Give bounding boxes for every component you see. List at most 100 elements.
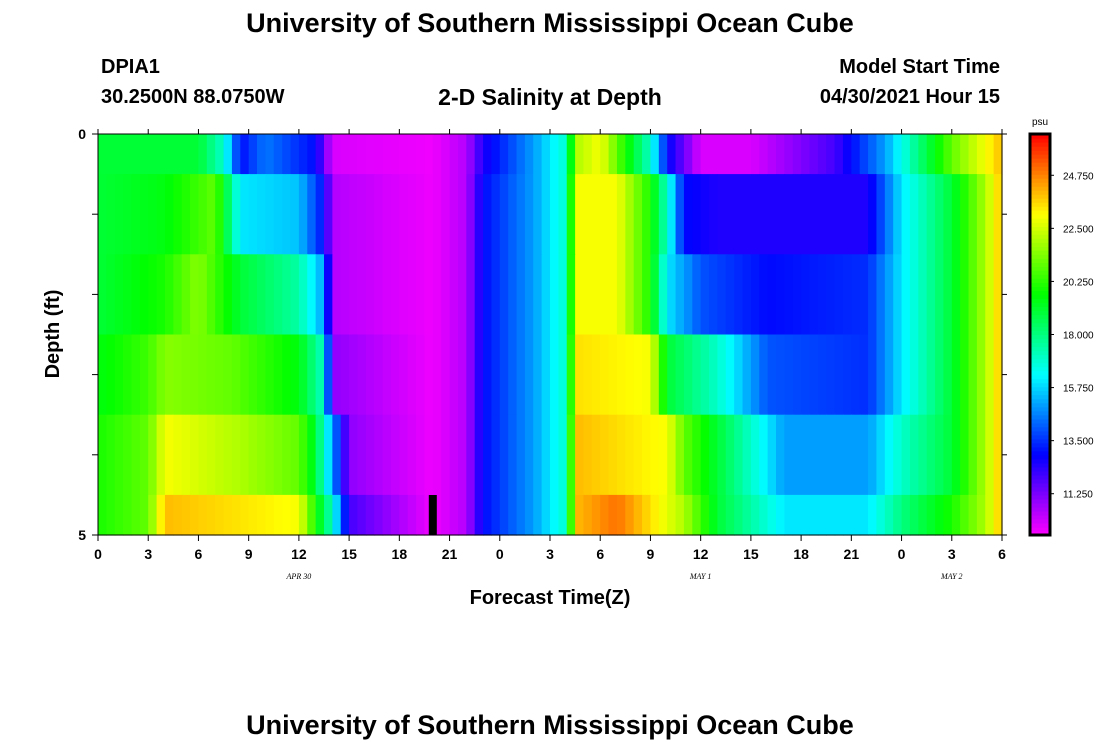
heatmap-cell <box>960 254 970 336</box>
heatmap-cell <box>332 494 342 536</box>
heatmap-cell <box>399 494 409 536</box>
heatmap-cell <box>114 254 124 336</box>
heatmap-cell <box>173 134 183 175</box>
heatmap-cell <box>817 174 827 255</box>
heatmap-cell <box>575 334 585 416</box>
heatmap-cell <box>399 254 409 336</box>
heatmap-cell <box>625 334 635 416</box>
heatmap-cell <box>524 334 534 416</box>
heatmap-cell <box>265 174 275 255</box>
heatmap-cell <box>616 254 626 336</box>
colorbar-cell <box>1030 378 1050 384</box>
colorbar-cell <box>1030 418 1050 424</box>
heatmap-cell <box>215 254 225 336</box>
colorbar-cell <box>1030 154 1050 159</box>
heatmap-cell <box>976 414 986 496</box>
heatmap-cell <box>759 494 769 536</box>
heatmap-cell <box>432 254 442 336</box>
heatmap-cell <box>441 414 451 496</box>
x-tick-label: 0 <box>496 546 504 562</box>
heatmap-cell <box>231 414 241 496</box>
heatmap-cell <box>968 414 978 496</box>
x-axis: 0 3 6 9 12 15 18 21 0 3 6 9 12 15 18 21 0 3 6 APR 30 MAY 1 MA… <box>94 129 1006 581</box>
heatmap-cell <box>926 494 936 536</box>
heatmap-cell <box>550 334 559 416</box>
heatmap-cell <box>206 414 216 496</box>
heatmap-cell <box>993 414 1003 496</box>
colorbar-cell <box>1030 142 1050 147</box>
heatmap-cell <box>993 174 1003 255</box>
heatmap-cell <box>290 414 300 496</box>
x-tick-label: 0 <box>94 546 102 562</box>
heatmap-cell <box>198 334 208 416</box>
colorbar-cell <box>1030 486 1050 492</box>
heatmap-cell <box>265 414 275 496</box>
x-tick-label: 0 <box>898 546 906 562</box>
heatmap-cell <box>491 414 501 496</box>
heatmap-cell <box>483 174 493 255</box>
heatmap-cell <box>474 254 484 336</box>
heatmap-cell <box>164 414 174 496</box>
heatmap-cell <box>834 254 844 336</box>
colorbar-cell <box>1030 406 1050 412</box>
colorbar-cell <box>1030 390 1050 396</box>
heatmap-cell <box>483 254 493 336</box>
heatmap-cell <box>491 174 501 255</box>
heatmap-cell <box>282 254 292 336</box>
heatmap-cell <box>541 334 551 416</box>
heatmap-cell <box>307 414 317 496</box>
colorbar-cell <box>1030 478 1050 484</box>
colorbar-tick-label: 13.500 <box>1063 437 1094 448</box>
heatmap-cell <box>533 134 543 175</box>
heatmap-cell <box>223 174 233 255</box>
heatmap-cell <box>893 414 903 496</box>
heatmap-cell <box>156 494 166 536</box>
heatmap-cell <box>826 254 836 336</box>
heatmap-cell <box>390 414 400 496</box>
heatmap-cell <box>190 174 200 255</box>
heatmap-cell <box>909 134 919 175</box>
heatmap-cell <box>809 254 819 336</box>
heatmap-cell <box>625 134 635 175</box>
colorbar-cell <box>1030 382 1050 388</box>
footer-title: University of Southern Mississippi Ocean… <box>246 710 854 740</box>
heatmap-cell <box>893 254 903 336</box>
heatmap-cell <box>324 254 333 336</box>
heatmap-cell <box>265 334 275 416</box>
heatmap-cell <box>884 134 894 175</box>
heatmap-cell <box>658 174 668 255</box>
heatmap-cell <box>734 134 744 175</box>
heatmap-cell <box>792 254 802 336</box>
colorbar-cell <box>1030 306 1050 312</box>
heatmap-cell <box>298 174 308 255</box>
heatmap-cell <box>750 334 760 416</box>
colorbar-cell <box>1030 134 1050 139</box>
heatmap-cell <box>742 134 752 175</box>
heatmap-cell <box>960 494 970 536</box>
colorbar-cell <box>1030 438 1050 444</box>
heatmap-cell <box>240 134 250 175</box>
heatmap-cell <box>449 414 459 496</box>
heatmap-cell <box>834 334 844 416</box>
heatmap-cell <box>876 494 886 536</box>
heatmap-cell <box>315 414 325 496</box>
heatmap-cell <box>491 134 501 175</box>
heatmap-cell <box>667 254 677 336</box>
colorbar-cell <box>1030 158 1050 163</box>
heatmap-cell <box>583 254 593 336</box>
colorbar-cell <box>1030 358 1050 364</box>
colorbar-cell <box>1030 274 1050 279</box>
heatmap-cell <box>801 414 811 496</box>
heatmap-cell <box>851 414 861 496</box>
heatmap-cell <box>893 134 903 175</box>
heatmap-cell <box>273 254 283 336</box>
heatmap-cell <box>985 334 995 416</box>
heatmap-cell <box>968 174 978 255</box>
colorbar-cell <box>1030 518 1050 524</box>
heatmap-cell <box>675 334 685 416</box>
heatmap-cell <box>164 134 174 175</box>
heatmap-cell <box>390 174 400 255</box>
heatmap-cell <box>265 254 275 336</box>
heatmap-cell <box>273 414 283 496</box>
heatmap-cell <box>750 134 760 175</box>
